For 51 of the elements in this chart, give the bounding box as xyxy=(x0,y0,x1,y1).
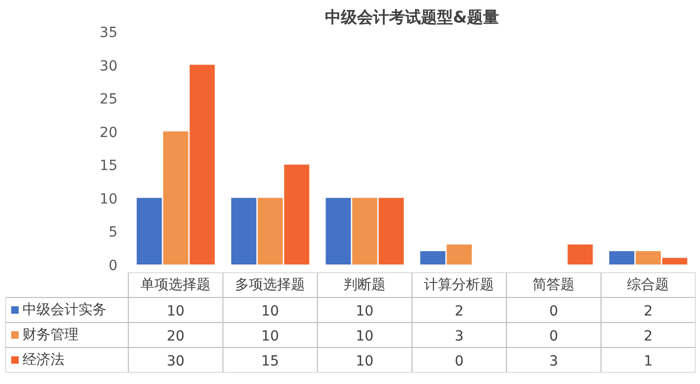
data-label: 0 xyxy=(454,354,464,370)
data-label: 0 xyxy=(549,304,558,320)
bar xyxy=(662,258,688,264)
data-label: 0 xyxy=(549,328,558,344)
legend-label: 财务管理 xyxy=(22,327,79,343)
y-tick-label: 5 xyxy=(108,224,118,241)
y-tick-label: 35 xyxy=(100,25,118,41)
data-label: 10 xyxy=(261,328,280,344)
data-label: 10 xyxy=(166,304,185,320)
x-tick-label: 综合题 xyxy=(627,277,670,293)
data-label: 20 xyxy=(166,328,185,344)
data-label: 2 xyxy=(644,304,653,320)
data-label: 2 xyxy=(454,304,464,320)
bar xyxy=(420,251,446,264)
data-label: 1 xyxy=(644,354,653,370)
bar xyxy=(258,198,283,264)
y-tick-label: 0 xyxy=(108,258,118,274)
bar xyxy=(231,198,256,264)
data-label: 10 xyxy=(356,328,374,344)
data-label: 30 xyxy=(166,354,185,370)
data-label: 15 xyxy=(261,354,280,370)
x-tick-label: 单项选择题 xyxy=(140,277,211,293)
data-label: 3 xyxy=(549,354,558,370)
x-tick-label: 判断题 xyxy=(344,277,386,293)
bar xyxy=(190,64,215,264)
bar xyxy=(352,198,378,264)
bar xyxy=(568,244,593,264)
bar xyxy=(446,244,472,264)
x-tick-label: 计算分析题 xyxy=(424,277,494,293)
bar xyxy=(609,251,634,264)
bar xyxy=(636,251,661,264)
bar xyxy=(378,198,404,264)
legend-label: 中级会计实务 xyxy=(22,302,107,318)
y-tick-label: 15 xyxy=(100,158,118,174)
y-tick-label: 25 xyxy=(100,92,118,108)
y-tick-label: 20 xyxy=(100,124,118,141)
data-label: 10 xyxy=(356,304,374,320)
legend-label: 经济法 xyxy=(22,352,65,368)
bar xyxy=(326,198,351,264)
bar xyxy=(163,131,188,264)
x-tick-label: 简答题 xyxy=(532,277,575,293)
data-label: 10 xyxy=(356,354,374,370)
bar xyxy=(284,164,310,264)
y-tick-label: 30 xyxy=(100,58,118,74)
x-tick-label: 多项选择题 xyxy=(235,277,306,293)
data-label: 10 xyxy=(261,304,280,320)
data-label: 2 xyxy=(644,328,653,344)
chart-title: 中级会计考试题型&题量 xyxy=(325,8,499,26)
bar xyxy=(136,198,162,264)
y-tick-label: 10 xyxy=(100,191,118,208)
data-label: 3 xyxy=(454,328,464,344)
